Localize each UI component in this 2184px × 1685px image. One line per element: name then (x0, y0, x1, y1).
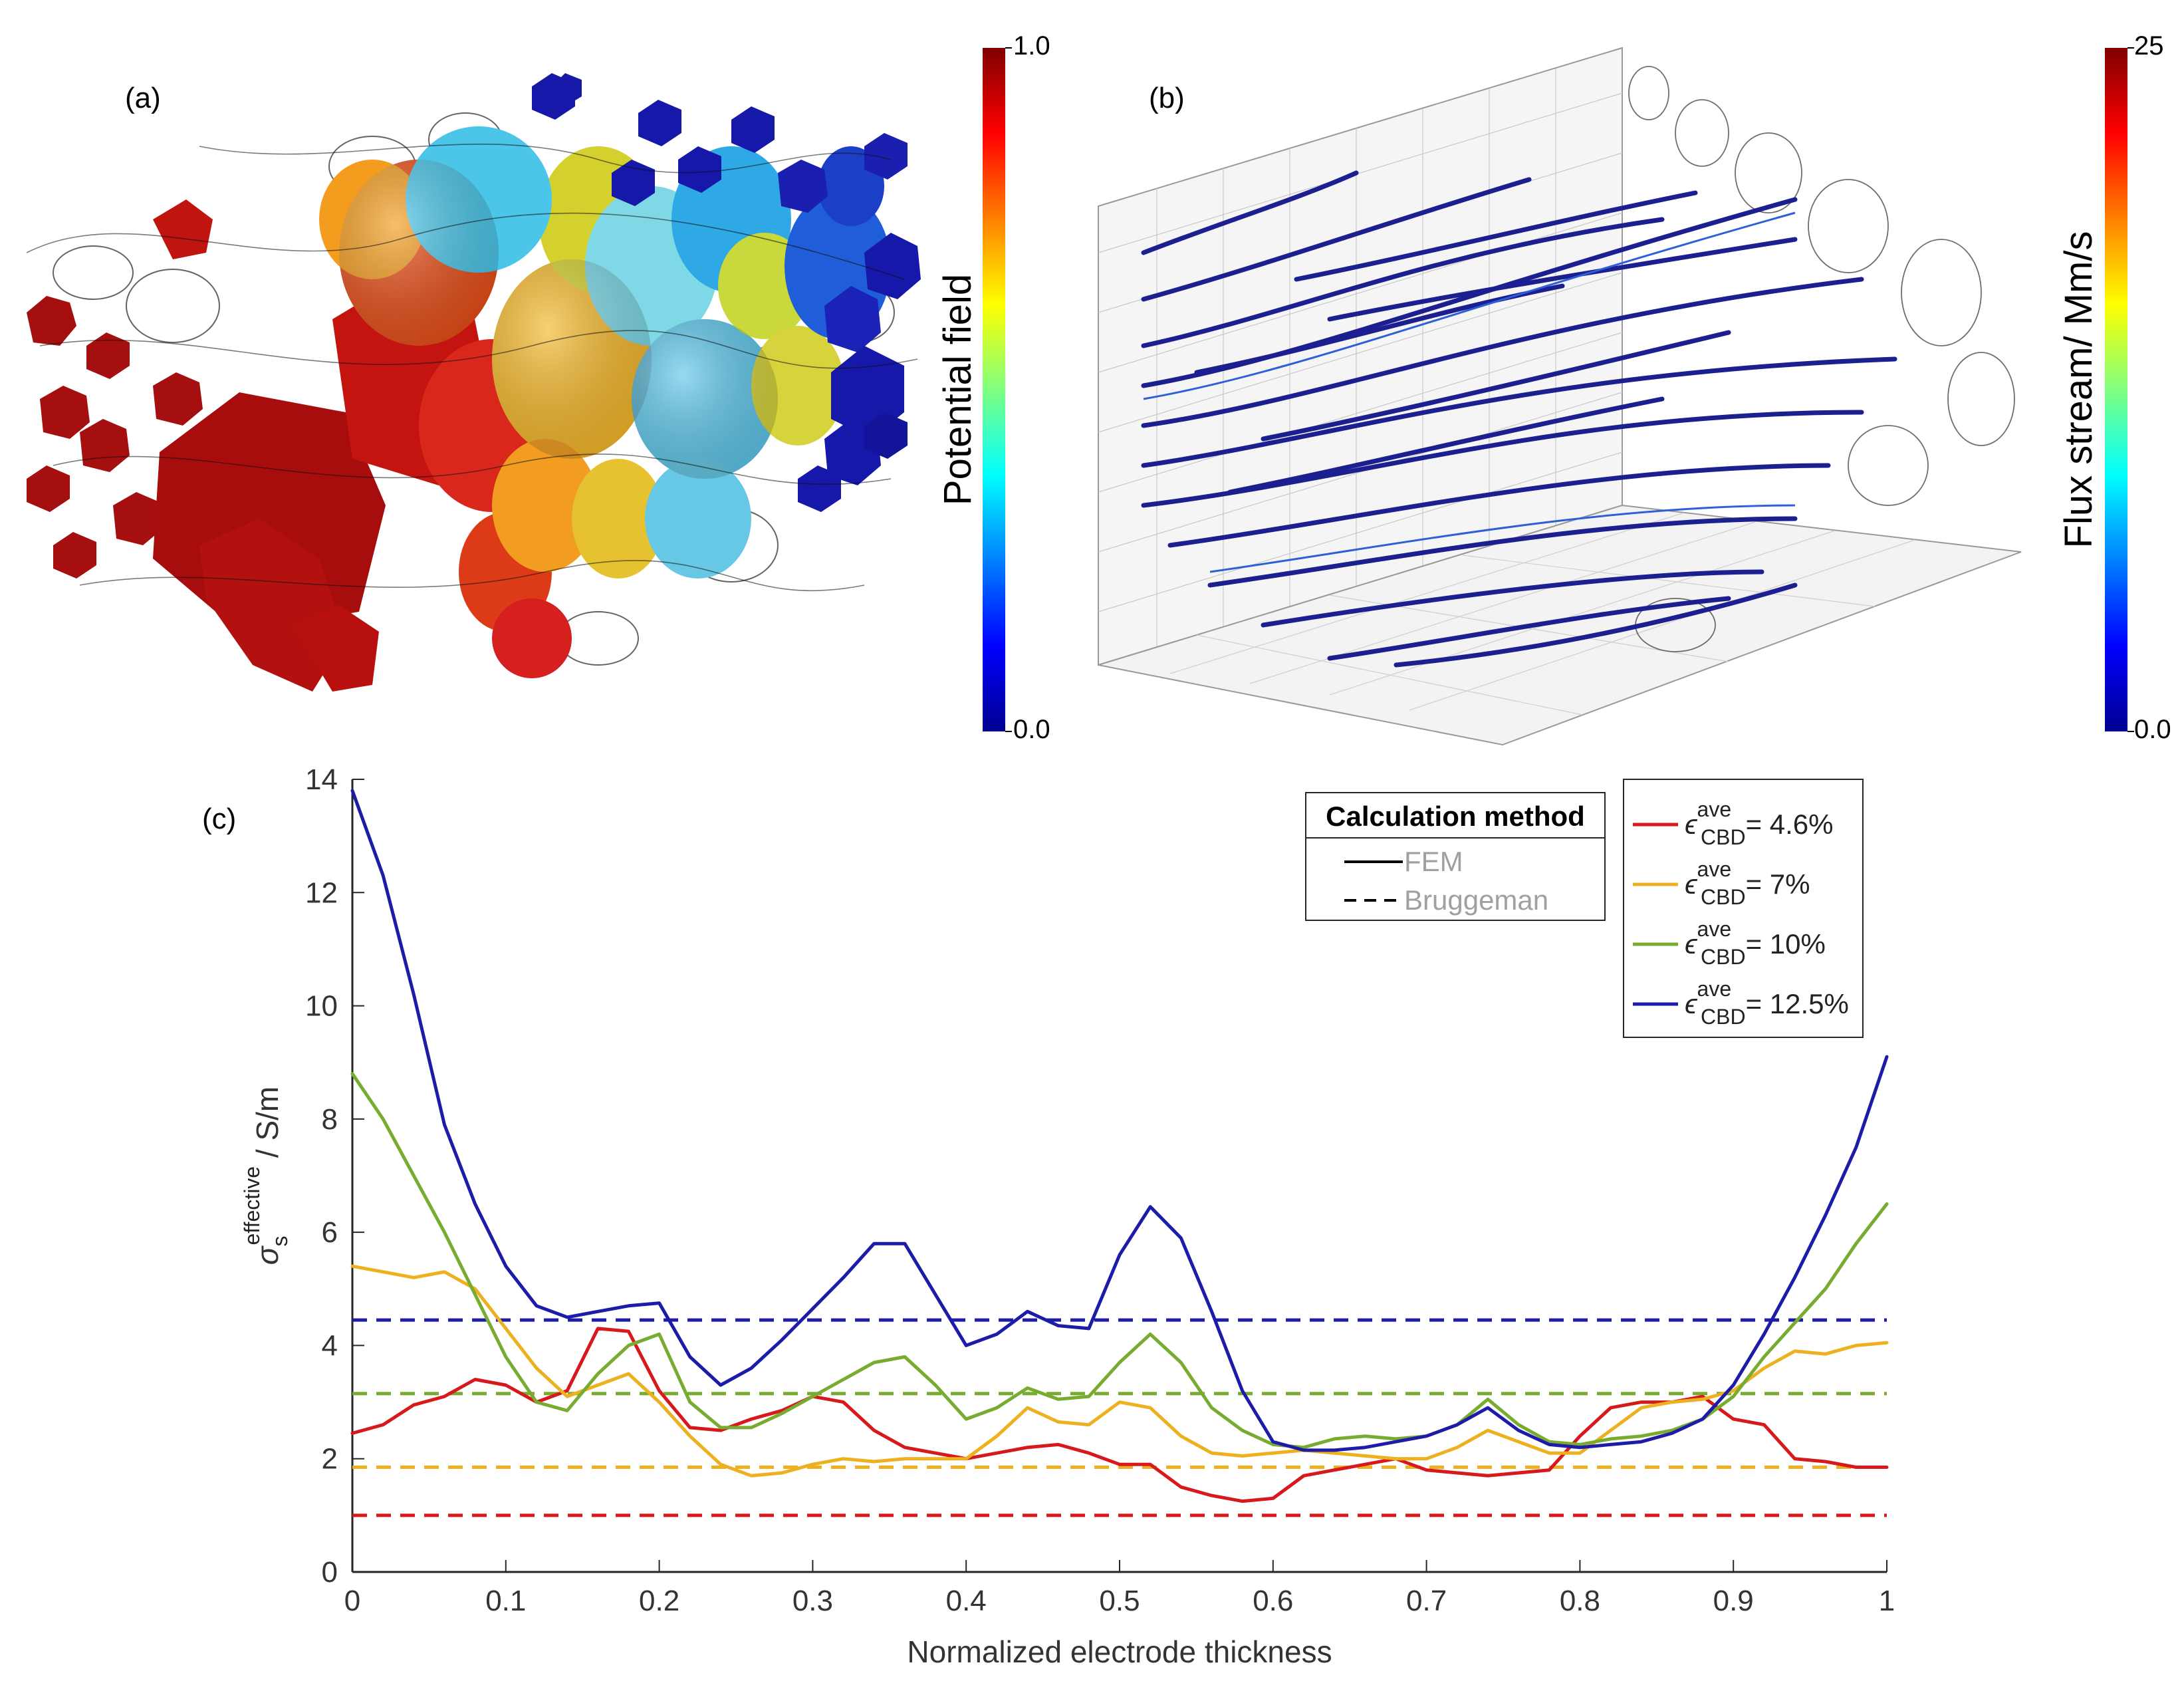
panel-c-label: (c) (202, 803, 236, 835)
x-tick-label: 0 (344, 1585, 360, 1617)
x-tick-label: 1 (1879, 1585, 1895, 1617)
y-axis-sub: s (268, 1235, 292, 1246)
x-tick-label: 0.9 (1713, 1585, 1754, 1617)
series-fem-4-6 (350, 1327, 1889, 1503)
colorbar-b-title: Flux stream/ Mm/s (2057, 231, 2100, 549)
colorbar-a-gradient (983, 48, 1005, 731)
back-wall-mesh (1098, 68, 1623, 647)
floor (1098, 504, 2022, 746)
x-tick-label: 0.3 (792, 1585, 833, 1617)
y-axis-sup: effective (240, 1166, 264, 1245)
legend-series-label: ϵave CBD= 7% (1685, 857, 1810, 909)
legend-method-title: Calculation method (1326, 801, 1585, 832)
y-tick-label: 6 (322, 1216, 338, 1249)
colorbar-b: 25 0.0 Flux stream/ Mm/s (2057, 31, 2171, 744)
streamline-highlights (1143, 211, 1796, 573)
y-tick-label: 10 (305, 990, 338, 1023)
y-ticks: 0 2 4 6 8 10 12 14 (305, 763, 364, 1589)
low-potential-particles (532, 73, 921, 512)
panel-a-label: (a) (125, 82, 161, 114)
chart-axes: 0 2 4 6 8 10 12 14 0 0.1 0.2 0.3 0.4 0.5 0.6 0.7 0.8 0.9… (305, 763, 1895, 1617)
colorbar-b-gradient (2105, 48, 2127, 731)
colorbar-a-min: 0.0 (1013, 715, 1050, 744)
y-axis-title: σs effective / S/m (240, 1087, 292, 1265)
legend-method: Calculation method FEM Bruggeman (1305, 792, 1606, 921)
y-tick-label: 14 (305, 763, 338, 796)
panel-c: (c) 0 2 4 6 8 10 12 14 0 0.1 0.2 0.3 0.4 0.5 0.6 0.7 0.… (202, 763, 1895, 1669)
streamlines (1141, 170, 1897, 668)
flux-stream-render (1098, 47, 2022, 746)
y-axis-symbol: σ (250, 1245, 285, 1265)
legend-series: ϵave CBD= 4.6% ϵave CBD= 7% ϵave CBD= 10% ϵave… (1623, 779, 1864, 1038)
x-tick-label: 0.8 (1560, 1585, 1600, 1617)
legend-fem-label: FEM (1404, 846, 1463, 877)
legend-series-label: ϵave CBD= 10% (1685, 917, 1826, 969)
series-fem-12-5 (350, 789, 1889, 1452)
x-tick-label: 0.4 (946, 1585, 987, 1617)
x-tick-label: 0.2 (639, 1585, 679, 1617)
colorbar-a: 1.0 0.0 Potential field (936, 31, 1050, 744)
panel-b-label: (b) (1149, 82, 1185, 114)
potential-field-render (26, 73, 921, 692)
colorbar-b-min: 0.0 (2134, 715, 2171, 744)
particle-outlines-b (1628, 66, 2015, 652)
x-tick-label: 0.1 (485, 1585, 526, 1617)
legend-bruggeman-label: Bruggeman (1404, 884, 1548, 916)
panel-b: (b) (1098, 31, 2171, 746)
x-tick-label: 0.7 (1406, 1585, 1447, 1617)
series-layer (350, 789, 1889, 1517)
legend-series-label: ϵave CBD= 12.5% (1685, 977, 1849, 1029)
x-tick-label: 0.6 (1253, 1585, 1293, 1617)
shading-overlay (339, 160, 778, 479)
y-tick-label: 12 (305, 876, 338, 909)
series-fem-10 (350, 1072, 1889, 1450)
mesh-lines (26, 144, 918, 592)
y-tick-label: 0 (322, 1556, 338, 1589)
x-tick-label: 0.5 (1099, 1585, 1140, 1617)
legend-method-box (1305, 792, 1606, 921)
x-ticks: 0 0.1 0.2 0.3 0.4 0.5 0.6 0.7 0.8 0.9 1 (344, 1560, 1895, 1617)
panel-a: (a) (26, 31, 1050, 744)
colorbar-b-max: 25 (2134, 31, 2164, 61)
y-tick-label: 8 (322, 1103, 338, 1136)
legend-series-box (1623, 779, 1864, 1038)
y-tick-label: 2 (322, 1443, 338, 1476)
colorbar-a-title: Potential field (936, 274, 979, 505)
series-fem-7 (350, 1264, 1889, 1478)
y-tick-label: 4 (322, 1329, 338, 1362)
colorbar-a-max: 1.0 (1013, 31, 1050, 61)
x-axis-title: Normalized electrode thickness (907, 1634, 1332, 1669)
y-axis-unit: / S/m (250, 1087, 285, 1166)
legend-series-label: ϵave CBD= 4.6% (1685, 797, 1834, 849)
